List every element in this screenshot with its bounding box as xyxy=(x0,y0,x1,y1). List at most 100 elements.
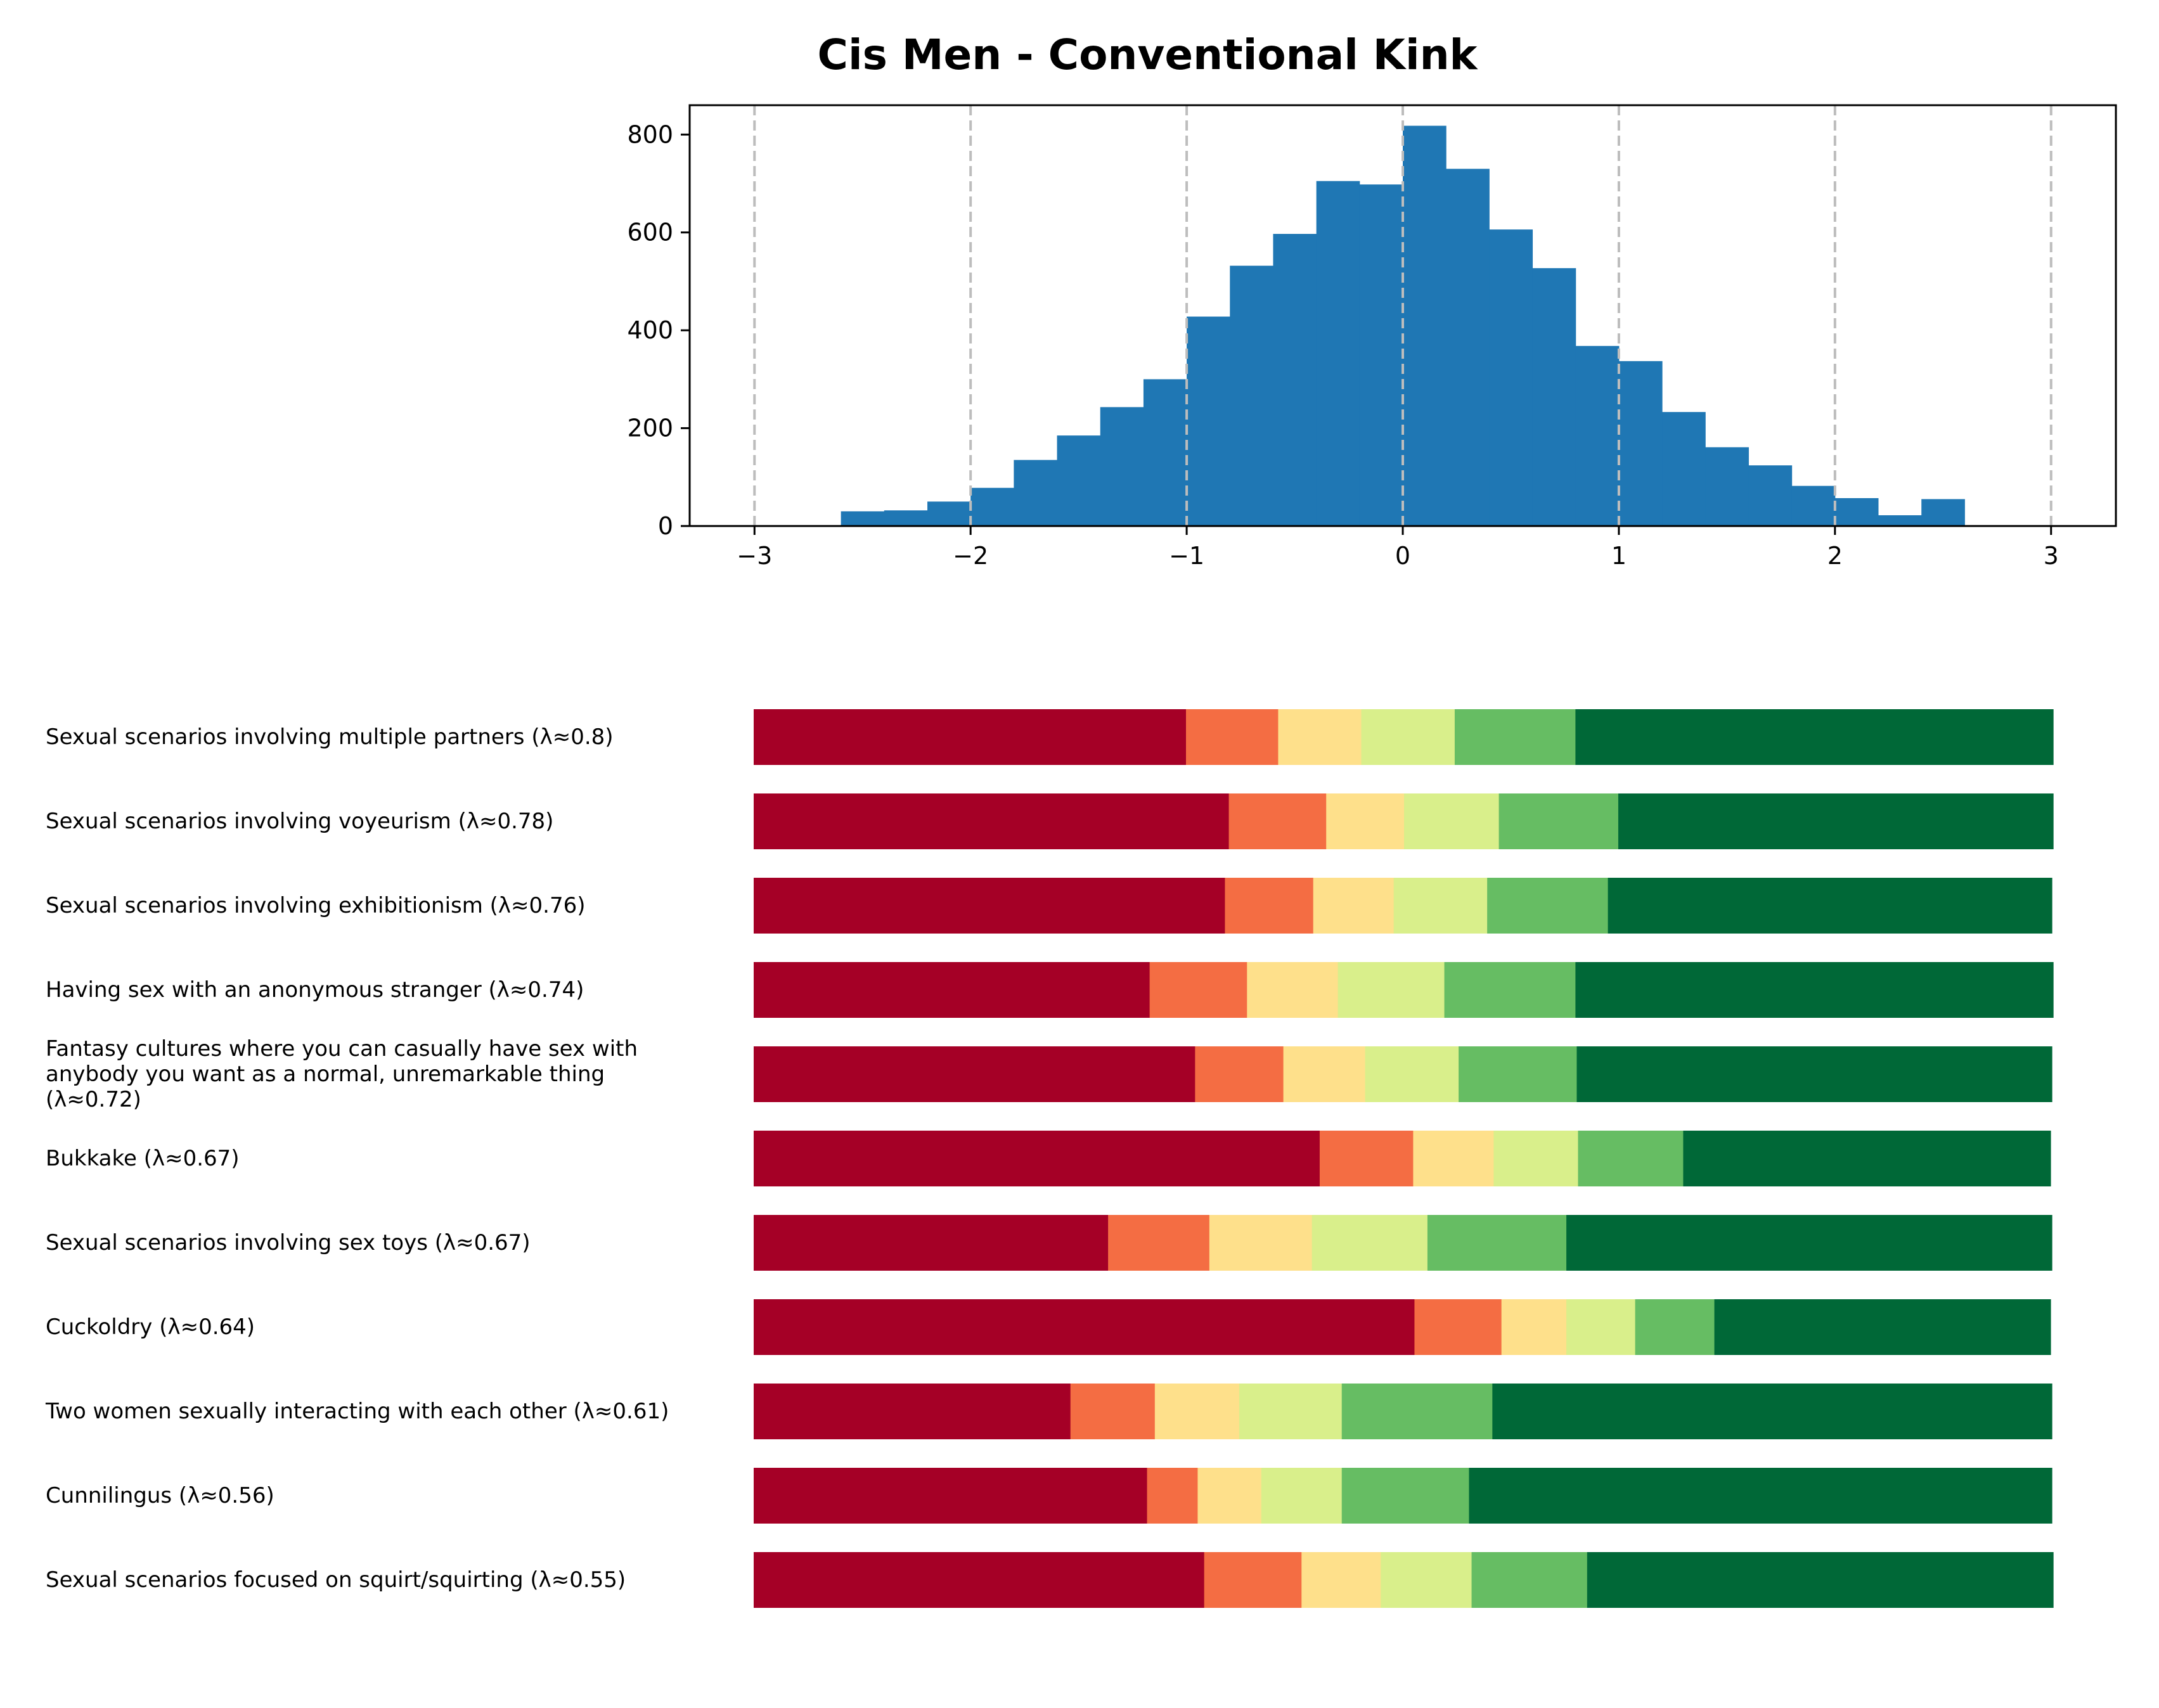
histogram-bar xyxy=(841,511,885,526)
bar-segment-level-3 xyxy=(1413,1131,1494,1186)
bar-segment-level-4 xyxy=(1361,709,1455,765)
bar-segment-level-1 xyxy=(754,878,1226,934)
histogram-bar xyxy=(1532,268,1576,526)
bar-segment-level-6 xyxy=(1576,1046,2053,1102)
histogram-bar xyxy=(1662,412,1706,526)
bar-segment-level-3 xyxy=(1209,1215,1313,1271)
category-label-line: Cunnilingus (λ≈0.56) xyxy=(46,1483,274,1508)
category-label-line: Sexual scenarios involving sex toys (λ≈0… xyxy=(46,1230,531,1255)
bar-segment-level-1 xyxy=(754,1384,1071,1439)
bar-segment-level-5 xyxy=(1459,1046,1578,1102)
bar-segment-level-2 xyxy=(1185,709,1279,765)
bar-segment-level-4 xyxy=(1404,793,1500,849)
histogram-bar xyxy=(1705,447,1749,526)
category-label: Fantasy cultures where you can casually … xyxy=(46,1036,756,1112)
bar-segment-level-5 xyxy=(1341,1468,1470,1524)
bar-segment-level-3 xyxy=(1313,878,1395,934)
category-label: Sexual scenarios involving voyeurism (λ≈… xyxy=(46,809,756,834)
histogram-bar xyxy=(1575,345,1620,526)
bar-segment-level-4 xyxy=(1381,1552,1473,1608)
bar-segment-level-6 xyxy=(1618,793,2054,849)
histogram-bar xyxy=(970,487,1014,526)
bar-segment-level-2 xyxy=(1149,962,1247,1018)
bar-segment-level-3 xyxy=(1501,1299,1567,1355)
x-tick-label: 1 xyxy=(1611,542,1627,570)
bar-segment-level-4 xyxy=(1312,1215,1428,1271)
bar-segment-level-5 xyxy=(1341,1384,1493,1439)
bar-segment-level-6 xyxy=(1683,1131,2051,1186)
histogram-bar xyxy=(1878,515,1922,526)
y-tick-label: 600 xyxy=(627,219,673,247)
category-label: Sexual scenarios involving multiple part… xyxy=(46,724,756,750)
category-label: Sexual scenarios focused on squirt/squir… xyxy=(46,1567,756,1593)
histogram-bars xyxy=(841,125,1965,527)
bar-segment-level-4 xyxy=(1493,1131,1579,1186)
bar-segment-level-5 xyxy=(1635,1299,1715,1355)
y-tick-label: 800 xyxy=(627,120,673,148)
histogram-bar xyxy=(1187,316,1230,526)
category-label: Having sex with an anonymous stranger (λ… xyxy=(46,977,756,1003)
histogram-bar xyxy=(1359,184,1403,526)
bar-segment-level-2 xyxy=(1319,1131,1414,1186)
histogram-chart: −3 −2 −1 0 1 2 3 0 200 400 600 800 xyxy=(627,104,2117,570)
category-label-line: Sexual scenarios involving voyeurism (λ≈… xyxy=(46,809,554,834)
x-axis: −3 −2 −1 0 1 2 3 xyxy=(737,526,2059,570)
bar-segment-level-1 xyxy=(754,1299,1415,1355)
bar-segment-level-6 xyxy=(1492,1384,2053,1439)
stacked-bars xyxy=(754,709,2054,1608)
x-tick-label: 3 xyxy=(2044,542,2059,570)
bar-segment-level-1 xyxy=(754,1131,1320,1186)
histogram-bar xyxy=(1791,485,1836,526)
bar-segment-level-1 xyxy=(754,962,1150,1018)
histogram-bar xyxy=(927,501,971,526)
histogram-bar xyxy=(1014,459,1058,526)
x-tick-label: −3 xyxy=(737,542,772,570)
bar-segment-level-1 xyxy=(754,1552,1205,1608)
category-label-line: Fantasy cultures where you can casually … xyxy=(46,1036,638,1062)
bar-segment-level-6 xyxy=(1566,1215,2053,1271)
category-label: Sexual scenarios involving exhibitionism… xyxy=(46,893,756,918)
y-tick-label: 0 xyxy=(658,512,673,540)
category-label-line: Bukkake (λ≈0.67) xyxy=(46,1146,240,1171)
category-label-line: Sexual scenarios involving exhibitionism… xyxy=(46,893,586,918)
bar-segment-level-2 xyxy=(1147,1468,1199,1524)
bar-segment-level-6 xyxy=(1575,709,2054,765)
bar-segment-level-3 xyxy=(1247,962,1339,1018)
bar-segment-level-5 xyxy=(1427,1215,1567,1271)
histogram-bar xyxy=(1316,181,1360,526)
bar-segment-level-5 xyxy=(1444,962,1576,1018)
bar-segment-level-5 xyxy=(1454,709,1576,765)
bar-segment-level-4 xyxy=(1337,962,1445,1018)
histogram-bar xyxy=(884,510,928,526)
category-label: Cunnilingus (λ≈0.56) xyxy=(46,1483,756,1508)
category-label-line: Having sex with an anonymous stranger (λ… xyxy=(46,977,584,1003)
x-tick-label: −2 xyxy=(953,542,988,570)
category-label: Cuckoldry (λ≈0.64) xyxy=(46,1314,756,1340)
bar-segment-level-6 xyxy=(1608,878,2053,934)
y-tick-label: 400 xyxy=(627,316,673,344)
bar-segment-level-6 xyxy=(1587,1552,2054,1608)
histogram-bar xyxy=(1834,498,1879,526)
category-label: Bukkake (λ≈0.67) xyxy=(46,1146,756,1171)
bar-segment-level-5 xyxy=(1471,1552,1588,1608)
bar-segment-level-2 xyxy=(1228,793,1327,849)
histogram-bar xyxy=(1618,361,1663,526)
bar-segment-level-5 xyxy=(1498,793,1619,849)
histogram-bar xyxy=(1446,169,1490,527)
bar-segment-level-3 xyxy=(1197,1468,1262,1524)
bar-segment-level-2 xyxy=(1204,1552,1302,1608)
category-label-line: anybody you want as a normal, unremarkab… xyxy=(46,1062,605,1087)
histogram-bar xyxy=(1403,125,1447,526)
y-tick-label: 200 xyxy=(627,414,673,442)
category-label-line: Cuckoldry (λ≈0.64) xyxy=(46,1314,255,1340)
histogram-bar xyxy=(1489,229,1533,526)
bar-segment-level-4 xyxy=(1393,878,1488,934)
x-tick-label: −1 xyxy=(1169,542,1204,570)
category-label-line: (λ≈0.72) xyxy=(46,1087,141,1112)
bar-segment-level-3 xyxy=(1283,1046,1366,1102)
chart-title: Cis Men - Conventional Kink xyxy=(817,30,1478,79)
bar-segment-level-2 xyxy=(1070,1384,1156,1439)
histogram-bar xyxy=(1057,435,1101,526)
bar-segment-level-6 xyxy=(1714,1299,2051,1355)
